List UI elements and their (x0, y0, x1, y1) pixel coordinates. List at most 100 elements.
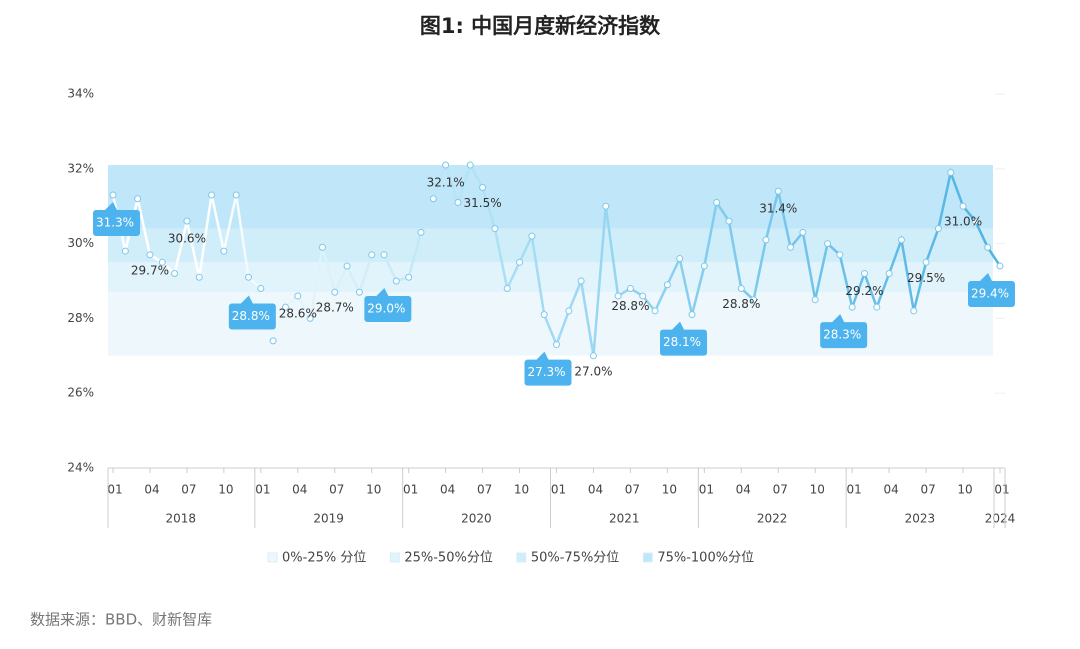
x-tick-label: 10 (218, 483, 233, 497)
data-label: 31.0% (944, 215, 982, 229)
data-label: 30.6% (168, 232, 206, 246)
x-tick-label: 10 (366, 483, 381, 497)
data-point (528, 232, 536, 240)
chart-title: 图1: 中国月度新经济指数 (420, 14, 661, 38)
source-note: 数据来源：BBD、财新智库 (30, 611, 212, 629)
callout-box (93, 201, 140, 236)
data-point (442, 161, 450, 169)
x-tick-label: 04 (736, 483, 751, 497)
year-label: 2021 (609, 512, 640, 526)
callout-box (524, 351, 572, 386)
legend-swatch (516, 552, 527, 563)
x-tick-label: 01 (107, 483, 122, 497)
callout-label: 31.3% (96, 215, 134, 229)
year-label: 2024 (985, 512, 1016, 526)
data-point (171, 270, 179, 278)
data-point (848, 303, 856, 311)
data-point (688, 311, 696, 319)
data-point (454, 198, 462, 206)
x-tick-label: 10 (810, 483, 825, 497)
data-point (897, 236, 905, 244)
data-point (134, 195, 142, 203)
data-point (824, 240, 832, 248)
data-point (121, 247, 129, 255)
data-label: 31.4% (759, 202, 797, 216)
x-tick-label: 01 (994, 483, 1009, 497)
data-label: 28.6% (279, 306, 317, 320)
data-point (589, 352, 597, 360)
data-point (318, 243, 326, 251)
data-point (380, 251, 388, 259)
data-label: 32.1% (427, 176, 465, 190)
data-label: 29.5% (907, 271, 945, 285)
data-label: 28.8% (611, 299, 649, 313)
data-point (676, 255, 684, 263)
data-point (947, 169, 955, 177)
data-point (885, 270, 893, 278)
legend-swatch (642, 552, 653, 563)
data-point (700, 262, 708, 270)
callout-box (820, 314, 868, 349)
data-point (787, 243, 795, 251)
year-label: 2020 (461, 512, 492, 526)
y-tick-label: 34% (67, 87, 94, 101)
y-tick-label: 24% (67, 461, 94, 475)
data-point (417, 228, 425, 236)
callout-label: 28.3% (823, 328, 861, 342)
data-point (639, 292, 647, 300)
data-point (368, 251, 376, 259)
data-point (577, 277, 585, 285)
year-label: 2019 (313, 512, 344, 526)
data-point (626, 284, 634, 292)
x-tick-label: 07 (181, 483, 196, 497)
x-tick-label: 10 (662, 483, 677, 497)
data-point (491, 225, 499, 233)
callout-label: 28.8% (232, 309, 270, 323)
data-point (725, 217, 733, 225)
x-tick-label: 04 (883, 483, 898, 497)
x-tick-label: 01 (255, 483, 270, 497)
data-point (934, 225, 942, 233)
data-point (343, 262, 351, 270)
data-point (281, 303, 289, 311)
data-point (811, 296, 819, 304)
data-point (762, 236, 770, 244)
data-point (183, 217, 191, 225)
x-tick-label: 10 (957, 483, 972, 497)
data-point (466, 161, 474, 169)
x-tick-label: 04 (292, 483, 307, 497)
data-point (565, 307, 573, 315)
callout-box (968, 273, 1015, 308)
x-tick-label: 01 (847, 483, 862, 497)
data-point (799, 228, 807, 236)
data-point (392, 277, 400, 285)
data-point (984, 243, 992, 251)
data-point (737, 284, 745, 292)
data-point (713, 198, 721, 206)
data-point (195, 273, 203, 281)
data-point (540, 311, 548, 319)
data-point (146, 251, 154, 259)
data-point (503, 284, 511, 292)
data-point (860, 270, 868, 278)
data-point (245, 273, 253, 281)
data-point (208, 191, 216, 199)
data-point (836, 251, 844, 259)
y-tick-label: 26% (67, 386, 94, 400)
data-point (873, 303, 881, 311)
data-label: 27.0% (574, 364, 612, 378)
x-tick-label: 10 (514, 483, 529, 497)
x-tick-label: 07 (625, 483, 640, 497)
data-point (959, 202, 967, 210)
data-point (971, 217, 979, 225)
data-point (232, 191, 240, 199)
data-point (614, 292, 622, 300)
callout-box (660, 321, 708, 356)
data-point (996, 262, 1004, 270)
callout-label: 27.3% (527, 365, 565, 379)
x-tick-label: 04 (588, 483, 603, 497)
data-point (405, 273, 413, 281)
data-point (651, 307, 659, 315)
x-tick-label: 07 (329, 483, 344, 497)
x-tick-label: 01 (699, 483, 714, 497)
